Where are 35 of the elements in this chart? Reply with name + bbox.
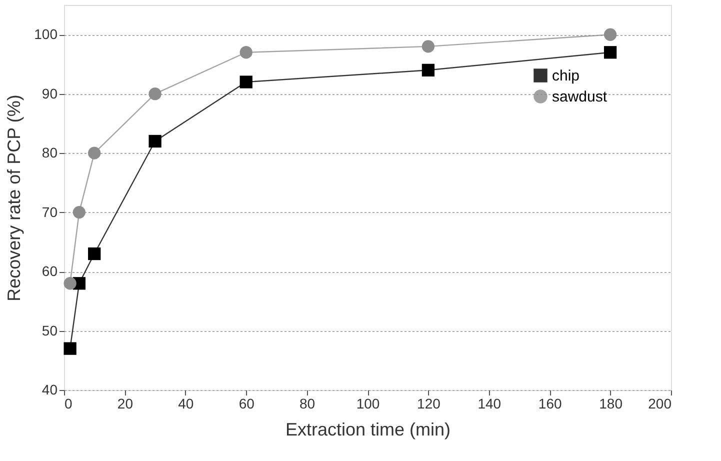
point xyxy=(604,28,617,41)
legend-label: chip xyxy=(552,68,580,84)
point xyxy=(422,40,435,53)
x-tick-label: 100 xyxy=(356,396,380,412)
point xyxy=(88,146,101,160)
x-tick-label: 80 xyxy=(300,396,316,412)
point xyxy=(88,247,101,260)
y-tick-label: 100 xyxy=(34,26,58,42)
x-tick-label: 40 xyxy=(178,396,194,412)
point xyxy=(148,88,162,100)
x-tick-label: 180 xyxy=(599,396,623,412)
x-axis-title: Extraction time (min) xyxy=(285,420,451,440)
point xyxy=(64,277,76,290)
y-tick-label: 60 xyxy=(42,263,58,280)
point xyxy=(604,46,617,59)
point xyxy=(148,134,162,148)
y-tick-label: 40 xyxy=(42,382,58,398)
point xyxy=(64,342,76,355)
x-tick-label: 160 xyxy=(538,396,562,412)
point xyxy=(72,206,86,219)
y-tick-label: 50 xyxy=(42,322,58,338)
legend-label: sawdust xyxy=(552,88,608,106)
x-tick-label: 20 xyxy=(117,396,134,412)
x-tick-label: 0 xyxy=(64,396,72,412)
point xyxy=(240,46,252,59)
x-tick-label: 120 xyxy=(417,396,441,412)
y-tick-label: 90 xyxy=(42,85,58,102)
y-axis-title: Recovery rate of PCP (%) xyxy=(4,94,24,302)
x-tick-label: 140 xyxy=(478,396,502,412)
point xyxy=(240,76,252,88)
y-tick-label: 80 xyxy=(42,144,58,161)
y-tick-label: 70 xyxy=(42,204,58,220)
x-tick-label: 60 xyxy=(238,396,255,412)
x-tick-label: 200 xyxy=(648,396,672,412)
point xyxy=(422,64,435,76)
